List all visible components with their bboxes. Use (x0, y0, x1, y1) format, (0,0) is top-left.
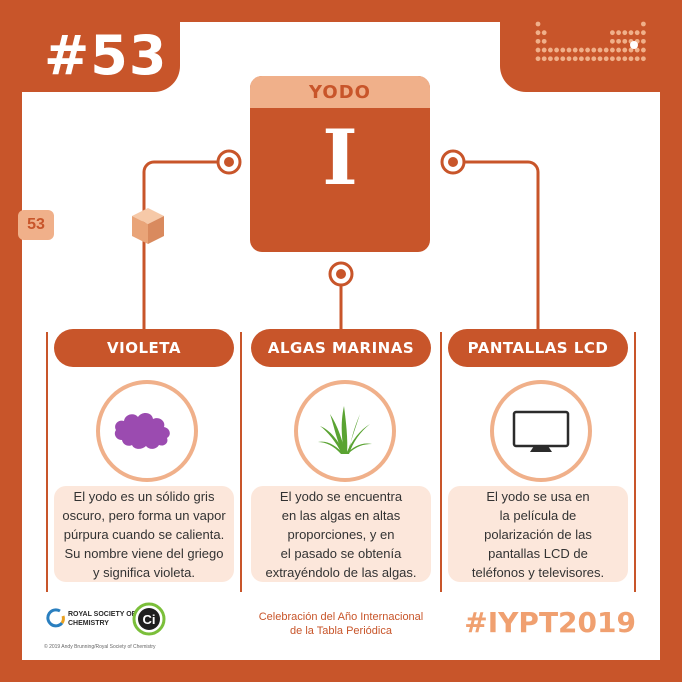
atomic-number-hashtag: #53 (44, 24, 168, 87)
atomic-mass: 126,904 (64, 217, 115, 233)
rsc-name: ROYAL SOCIETY OF CHEMISTRY (68, 611, 136, 627)
column-title-algas-marinas: ALGAS MARINAS (251, 329, 431, 367)
column-text-violeta: El yodo es un sólido gris oscuro, pero f… (54, 486, 234, 582)
lcd-icon-circle (490, 380, 592, 482)
column-text-algas-marinas: El yodo se encuentra en las algas en alt… (251, 486, 431, 582)
corner-tab-left (0, 0, 180, 92)
hashtag: #IYPT2019 (464, 606, 636, 639)
highlight-dot (630, 41, 638, 49)
element-name: YODO (250, 76, 430, 108)
celebration-text: Celebración del Año Internacional de la … (258, 611, 424, 637)
column-divider (440, 332, 442, 592)
copyright: © 2019 Andy Brunning/Royal Society of Ch… (44, 644, 156, 650)
element-tile: YODO I (250, 76, 430, 252)
cube-icon (132, 208, 164, 244)
periodic-table-icon (535, 21, 646, 62)
column-divider (240, 332, 242, 592)
atomic-number-badge: 53 (18, 210, 54, 240)
element-symbol: I (322, 113, 358, 202)
column-title-violeta: VIOLETA (54, 329, 234, 367)
violeta-icon-circle (96, 380, 198, 482)
purple-cloud-icon (114, 413, 170, 449)
rsc-logo-icon (46, 608, 65, 628)
algas-icon-circle (294, 380, 396, 482)
corner-tab-right (500, 0, 682, 92)
column-text-pantallas-lcd: El yodo se usa en la película de polariz… (448, 486, 628, 582)
column-divider (46, 332, 48, 592)
ci-logo-icon: Ci (132, 602, 166, 636)
ci-label: Ci (143, 612, 156, 627)
column-title-pantallas-lcd: PANTALLAS LCD (448, 329, 628, 367)
lcd-screen-icon (512, 410, 570, 452)
column-divider (634, 332, 636, 592)
seaweed-icon (318, 406, 372, 454)
